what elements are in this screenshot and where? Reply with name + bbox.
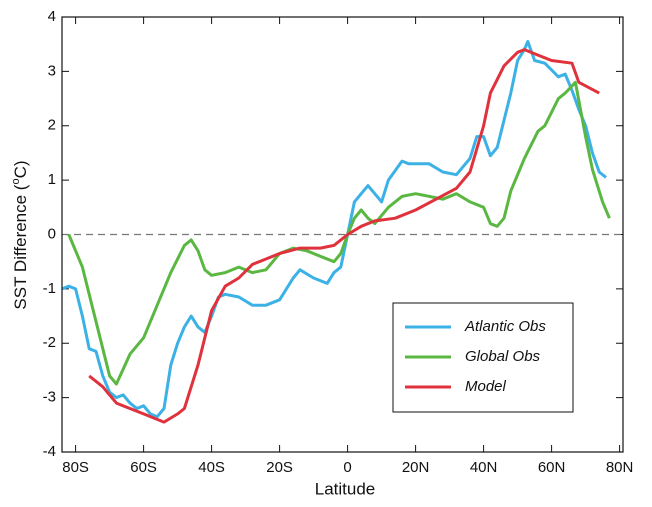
y-label-part: C) xyxy=(11,160,30,178)
legend-label: Model xyxy=(465,378,507,395)
x-tick-label: 60N xyxy=(538,459,566,476)
y-label-sup: o xyxy=(10,178,22,184)
y-tick-label: 4 xyxy=(48,8,56,25)
x-axis-label: Latitude xyxy=(315,479,376,498)
y-tick-label: 3 xyxy=(48,62,56,79)
y-axis-label: SST Difference (oC) xyxy=(10,160,31,309)
x-tick-label: 20S xyxy=(266,459,293,476)
x-tick-label: 40N xyxy=(470,459,498,476)
x-tick-label: 60S xyxy=(130,459,157,476)
series-line xyxy=(67,80,611,386)
y-tick-label: 2 xyxy=(48,117,56,134)
series-line xyxy=(88,48,600,424)
y-tick-label: -4 xyxy=(43,443,56,460)
legend-label: Atlantic Obs xyxy=(464,318,546,335)
plot-frame xyxy=(61,16,624,453)
x-tick-label: 80N xyxy=(606,459,634,476)
y-tick-label: 1 xyxy=(48,171,56,188)
x-tick-label: 0 xyxy=(343,459,351,476)
legend-label: Global Obs xyxy=(465,348,541,365)
y-tick-label: -3 xyxy=(43,389,56,406)
y-tick-label: -2 xyxy=(43,334,56,351)
y-label-part: SST Difference ( xyxy=(11,184,30,309)
legend-box xyxy=(392,302,574,413)
y-tick-label: -1 xyxy=(43,280,56,297)
x-tick-label: 20N xyxy=(402,459,430,476)
x-tick-label: 80S xyxy=(62,459,89,476)
y-tick-label: 0 xyxy=(48,225,56,242)
x-tick-label: 40S xyxy=(198,459,225,476)
